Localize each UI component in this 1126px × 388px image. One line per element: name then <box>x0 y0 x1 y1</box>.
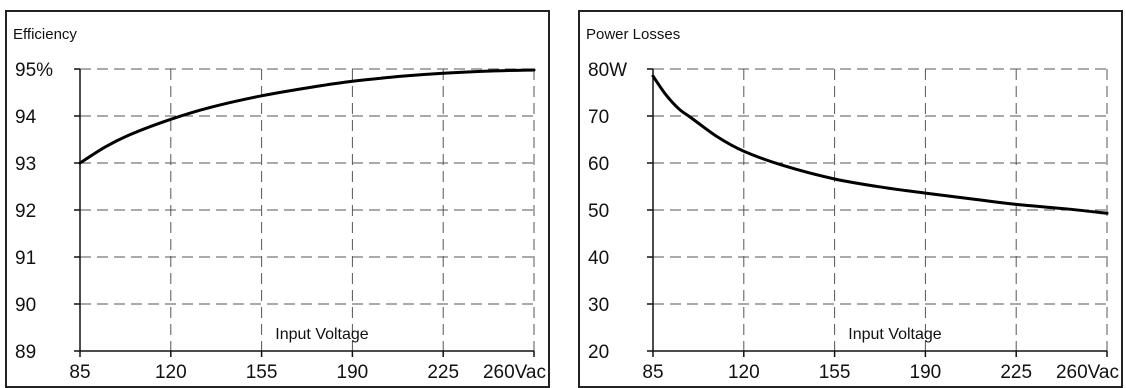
efficiency-y-tick-label: 90 <box>15 295 36 316</box>
efficiency-y-tick-label: 93 <box>15 154 36 175</box>
power-losses-y-tick-label: 40 <box>588 248 609 269</box>
power-losses-y-tick-label: 50 <box>588 201 609 222</box>
power-losses-x-tick-label: 155 <box>819 362 851 383</box>
efficiency-series-line <box>78 68 536 165</box>
power-losses-series-line <box>651 74 1109 215</box>
efficiency-x-axis-label: Input Voltage <box>275 326 369 343</box>
efficiency-y-tick-label: 95% <box>15 60 53 81</box>
power-losses-y-tick-label: 70 <box>588 107 609 128</box>
efficiency-x-tick-label: 85 <box>69 362 90 383</box>
power-losses-x-tick-label: 120 <box>728 362 760 383</box>
power-losses-x-tick-label: 85 <box>642 362 663 383</box>
efficiency-x-tick-label: 260Vac <box>483 362 546 383</box>
efficiency-x-tick-label: 120 <box>155 362 187 383</box>
power-losses-x-tick-label: 190 <box>910 362 942 383</box>
power-losses-y-tick-label: 80W <box>588 60 627 81</box>
efficiency-y-tick-label: 94 <box>15 107 37 128</box>
power-losses-x-axis-label: Input Voltage <box>848 326 942 343</box>
efficiency-y-tick-label: 91 <box>15 248 36 269</box>
efficiency-title: Efficiency <box>13 26 77 43</box>
efficiency-y-tick-label: 92 <box>15 201 36 222</box>
efficiency-chart: Efficiency 89 90 91 92 93 94 95% 85 120 155 190 225 2… <box>13 26 546 383</box>
efficiency-x-tick-label: 190 <box>337 362 369 383</box>
efficiency-y-tick-label: 89 <box>15 342 36 363</box>
power-losses-x-tick-label: 225 <box>1000 362 1032 383</box>
power-losses-chart-panel: Power Losses 20 30 40 50 60 70 80W 85 120 155 190 22… <box>578 10 1123 388</box>
efficiency-x-tick-label: 225 <box>427 362 459 383</box>
power-losses-title: Power Losses <box>586 26 680 43</box>
power-losses-x-tick-label: 260Vac <box>1056 362 1119 383</box>
power-losses-chart: Power Losses 20 30 40 50 60 70 80W 85 120 155 190 22… <box>586 26 1119 383</box>
power-losses-y-tick-label: 20 <box>588 342 609 363</box>
efficiency-chart-panel: Efficiency 89 90 91 92 93 94 95% 85 120 155 190 225 2… <box>5 10 550 388</box>
power-losses-y-tick-label: 30 <box>588 295 609 316</box>
power-losses-y-tick-label: 60 <box>588 154 609 175</box>
efficiency-x-tick-label: 155 <box>246 362 278 383</box>
